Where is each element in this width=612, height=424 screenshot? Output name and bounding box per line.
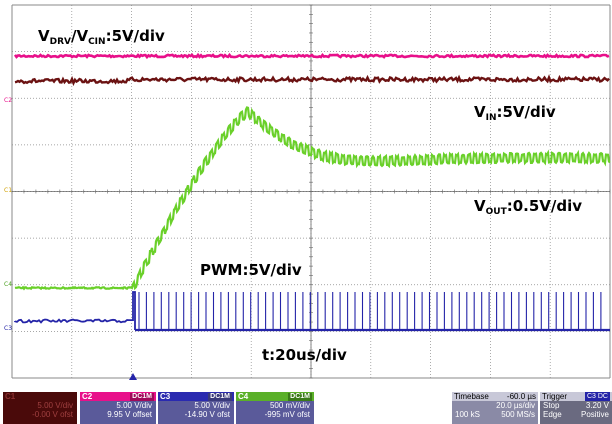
c3-marker: C3 xyxy=(4,325,12,332)
channel-c3-box[interactable]: C3 DC1M 5.00 V/div -14.90 V ofst xyxy=(158,392,234,424)
trigger-slope: Positive xyxy=(580,410,609,419)
timebase-scale: 20.0 µs/div xyxy=(496,401,535,410)
timebase-samples: 100 kS xyxy=(455,410,480,419)
c2-name: C2 xyxy=(82,392,93,401)
c3-offset: -14.90 V ofst xyxy=(184,410,230,419)
c4-coupling: DC1M xyxy=(288,393,312,401)
status-bar: C1 5.00 V/div -0.00 V ofst C2 DC1M 5.00 V… xyxy=(0,384,612,424)
label-vout: VOUT:0.5V/div xyxy=(474,197,582,217)
c2-offset: 9.95 V offset xyxy=(107,410,152,419)
waveform-display: C2 C1 C4 C3 VDRV/VCIN:5V/div VIN:5V/div … xyxy=(4,4,611,380)
c4-name: C4 xyxy=(238,392,249,401)
c1-scale: 5.00 V/div xyxy=(37,401,73,410)
timebase-label: Timebase xyxy=(454,392,489,401)
oscilloscope-screen: C2 C1 C4 C3 VDRV/VCIN:5V/div VIN:5V/div … xyxy=(4,4,611,380)
trace-vout xyxy=(14,106,611,291)
timebase-rate: 500 MS/s xyxy=(501,410,535,419)
label-time: t:20us/div xyxy=(262,346,347,364)
trigger-position-marker xyxy=(129,373,137,380)
trigger-mode: Stop xyxy=(543,401,560,410)
timebase-delay: -60.0 µs xyxy=(506,392,536,401)
c2-coupling: DC1M xyxy=(130,393,154,401)
trigger-source: C3 DC xyxy=(584,392,610,401)
c4-scale: 500 mV/div xyxy=(269,401,310,410)
c2-marker: C2 xyxy=(4,97,12,104)
traces xyxy=(13,52,611,332)
c4-offset: -995 mV ofst xyxy=(264,410,310,419)
channel-markers: C2 C1 C4 C3 xyxy=(4,97,12,332)
c3-scale: 5.00 V/div xyxy=(194,401,230,410)
label-vin: VIN:5V/div xyxy=(474,103,556,123)
trigger-level: 3.20 V xyxy=(585,401,609,410)
c4-marker: C4 xyxy=(4,281,12,288)
trigger-type: Edge xyxy=(543,410,562,419)
trigger-box[interactable]: Trigger C3 DC Stop 3.20 V Edge Positive xyxy=(540,392,612,424)
c1-marker: C1 xyxy=(4,187,12,194)
c3-name: C3 xyxy=(160,392,171,401)
label-vdrv-vcin: VDRV/VCIN:5V/div xyxy=(38,27,165,47)
c2-scale: 5.00 V/div xyxy=(116,401,152,410)
trace-pwm-idle xyxy=(14,291,136,330)
trace-vin xyxy=(14,74,610,87)
timebase-box[interactable]: Timebase -60.0 µs 20.0 µs/div 100 kS 500 … xyxy=(452,392,538,424)
c1-name: C1 xyxy=(5,392,16,401)
channel-c4-box[interactable]: C4 DC1M 500 mV/div -995 mV ofst xyxy=(236,392,314,424)
channel-c1-box[interactable]: C1 5.00 V/div -0.00 V ofst xyxy=(3,392,77,424)
trigger-label: Trigger xyxy=(542,392,568,401)
c1-offset: -0.00 V ofst xyxy=(32,410,73,419)
c3-coupling: DC1M xyxy=(208,393,232,401)
channel-c2-box[interactable]: C2 DC1M 5.00 V/div 9.95 V offset xyxy=(80,392,156,424)
grid xyxy=(11,4,611,379)
trace-vdrv-vcin xyxy=(13,52,610,60)
label-pwm: PWM:5V/div xyxy=(200,261,302,279)
